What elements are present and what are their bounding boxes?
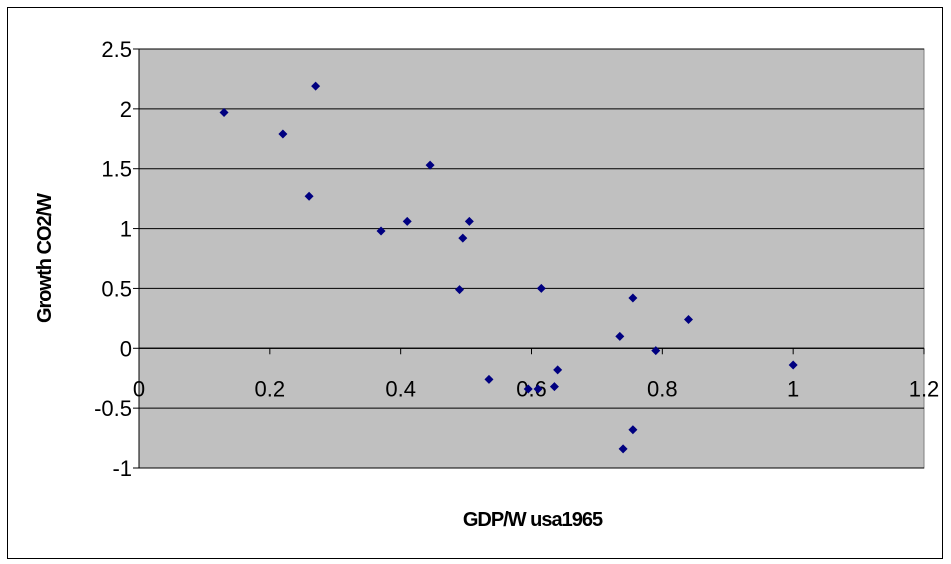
data-point bbox=[402, 216, 412, 226]
data-point bbox=[304, 191, 314, 201]
data-point bbox=[523, 384, 533, 394]
data-point bbox=[549, 382, 559, 392]
x-tick-label: 0.8 bbox=[647, 376, 678, 401]
y-tick-label: 2 bbox=[120, 97, 132, 122]
y-axis-title: Growth CO2/W bbox=[34, 193, 56, 323]
axes bbox=[133, 48, 925, 469]
y-tick-label: 1 bbox=[120, 217, 132, 242]
y-tick-label: 0 bbox=[120, 336, 132, 361]
x-tick-label: 1.2 bbox=[909, 376, 940, 401]
data-point bbox=[651, 346, 661, 356]
data-point bbox=[219, 107, 229, 117]
data-point bbox=[615, 331, 625, 341]
data-point bbox=[311, 81, 321, 91]
data-point bbox=[425, 160, 435, 170]
data-point bbox=[788, 360, 798, 370]
y-tick-label: -0.5 bbox=[94, 396, 132, 421]
y-tick-label: -1 bbox=[112, 456, 132, 481]
y-tick-label: 2.5 bbox=[101, 37, 132, 62]
x-tick-labels: 00.20.40.60.811.2 bbox=[133, 376, 939, 401]
x-tick-label: 0 bbox=[133, 376, 145, 401]
data-point bbox=[484, 374, 494, 384]
x-tick-label: 1 bbox=[787, 376, 799, 401]
data-point bbox=[628, 293, 638, 303]
data-point bbox=[278, 129, 288, 139]
data-point bbox=[536, 283, 546, 293]
data-point bbox=[628, 425, 638, 435]
data-point bbox=[455, 285, 465, 295]
x-tick-label: 0.4 bbox=[385, 376, 416, 401]
data-point bbox=[376, 226, 386, 236]
y-tick-label: 1.5 bbox=[101, 157, 132, 182]
x-tick-label: 0.2 bbox=[255, 376, 286, 401]
data-point bbox=[684, 315, 693, 325]
y-tick-labels: 2.5 2 1.5 1 0.5 0 -0.5 -1 bbox=[94, 37, 132, 481]
data-point bbox=[464, 216, 474, 226]
plot-area bbox=[138, 48, 925, 469]
data-points bbox=[219, 81, 798, 454]
data-point bbox=[553, 365, 563, 375]
x-axis-title: GDP/W usa1965 bbox=[463, 509, 603, 531]
data-point bbox=[618, 444, 628, 454]
data-point bbox=[533, 384, 543, 394]
y-tick-label: 0.5 bbox=[101, 276, 132, 301]
data-point bbox=[458, 233, 468, 243]
